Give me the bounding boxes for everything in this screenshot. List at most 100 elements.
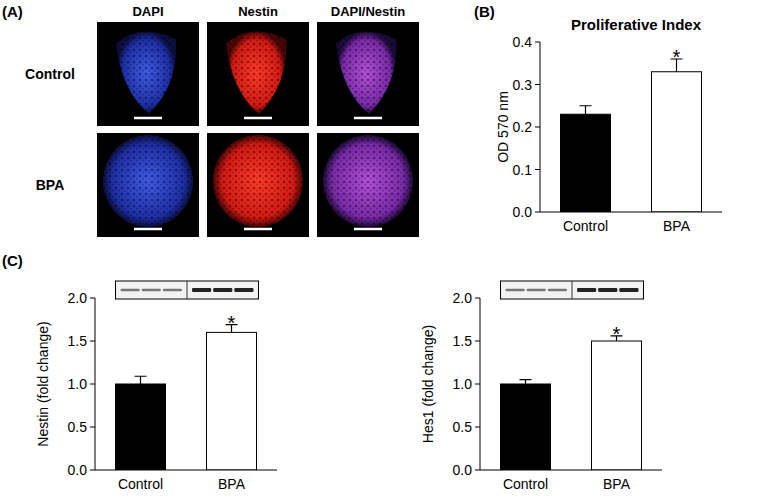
bars (501, 336, 642, 470)
error-bar (135, 376, 147, 384)
blot-band (598, 288, 617, 292)
blot-band (577, 288, 596, 292)
cell-sphere (116, 31, 176, 114)
y-tick (535, 127, 540, 128)
y-tick-label: 0.0 (453, 462, 473, 478)
y-tick (535, 169, 540, 170)
cell-sphere (323, 135, 413, 227)
y-tick (475, 470, 480, 471)
y-tick-label: 0.0 (513, 204, 533, 220)
x-tick-label: BPA (603, 476, 631, 492)
cell-texture (336, 31, 396, 114)
significance-marker: * (673, 46, 681, 68)
y-tick-label: 0.5 (68, 419, 88, 435)
y-tick-label: 1.5 (453, 333, 473, 349)
micrograph (207, 133, 309, 237)
blot-band (548, 289, 567, 292)
significance-marker: * (228, 312, 236, 334)
bar (116, 384, 166, 470)
y-tick (90, 470, 95, 471)
figure: (A)(B)(C)DAPINestinDAPI/NestinControlBPA… (0, 0, 772, 501)
micrograph (97, 133, 199, 237)
y-axis-label: Nestin (fold change) (35, 321, 51, 446)
bars (116, 325, 257, 470)
bar (592, 341, 642, 470)
x-axis (540, 212, 722, 213)
bar (652, 72, 702, 212)
x-tick-label: BPA (218, 476, 246, 492)
y-tick (475, 341, 480, 342)
y-tick (535, 212, 540, 213)
blot-band (619, 288, 638, 292)
bar (207, 332, 257, 470)
blot-band (506, 289, 525, 292)
blot-band (163, 289, 182, 292)
blot-divider (187, 281, 188, 299)
y-tick-label: 0.5 (453, 419, 473, 435)
cell-texture (213, 135, 303, 227)
micrograph (97, 22, 199, 126)
blot-band (121, 289, 140, 292)
y-tick (475, 384, 480, 385)
micrograph (317, 22, 419, 126)
y-tick-label: 2.0 (68, 290, 88, 306)
y-tick (90, 384, 95, 385)
image-background (97, 22, 199, 126)
y-tick (535, 42, 540, 43)
blot-divider (572, 281, 573, 299)
blot-frame (116, 281, 259, 299)
y-tick-label: 2.0 (453, 290, 473, 306)
scale-bar (244, 228, 272, 231)
cell-texture (116, 31, 176, 114)
bar-chart: Proliferative IndexOD 570 nm0.00.10.20.3… (495, 16, 722, 234)
x-tick-label: Control (563, 218, 608, 234)
y-tick (475, 427, 480, 428)
y-tick-label: 0.4 (513, 34, 533, 50)
cell-texture (103, 135, 193, 227)
micrograph (317, 133, 419, 237)
scale-bar (354, 117, 382, 120)
row-label: Control (25, 66, 75, 82)
blot-inset (501, 281, 644, 299)
cell-sphere (213, 135, 303, 227)
x-tick-label: Control (503, 476, 548, 492)
micrograph (207, 22, 309, 126)
blot-inset (116, 281, 259, 299)
blot-frame (501, 281, 644, 299)
significance-marker: * (613, 323, 621, 345)
blot-band (213, 288, 232, 292)
image-background (317, 22, 419, 126)
cell-texture (226, 31, 286, 114)
cell-sphere (336, 31, 396, 114)
error-bar (580, 106, 592, 115)
y-tick (90, 427, 95, 428)
y-tick (475, 298, 480, 299)
error-bar (520, 380, 532, 384)
y-axis (540, 42, 541, 212)
cell-texture (323, 135, 413, 227)
y-tick-label: 0.1 (513, 162, 533, 178)
bar-chart: Nestin (fold change)0.00.51.01.52.0Contr… (35, 281, 277, 492)
y-axis (480, 298, 481, 470)
x-axis (480, 470, 662, 471)
y-tick-label: 1.0 (453, 376, 473, 392)
column-header: DAPI (132, 4, 163, 19)
column-header: Nestin (238, 4, 278, 19)
y-tick (90, 298, 95, 299)
cell-sphere (226, 31, 286, 114)
row-label: BPA (36, 177, 65, 193)
y-axis-label: Hes1 (fold change) (420, 325, 436, 443)
bar (561, 114, 611, 212)
scale-bar (354, 228, 382, 231)
y-axis (95, 298, 96, 470)
image-background (207, 133, 309, 237)
image-background (207, 22, 309, 126)
blot-band (142, 289, 161, 292)
panel-label: (A) (2, 3, 23, 20)
bar-chart: Hes1 (fold change) 0.0 0.5 1.0 1.5 2.0 Control… (420, 281, 662, 492)
image-background (97, 133, 199, 237)
blot-band (234, 288, 253, 292)
panel-label: (C) (2, 252, 23, 269)
cell-sphere (103, 135, 193, 227)
scale-bar (134, 228, 162, 231)
